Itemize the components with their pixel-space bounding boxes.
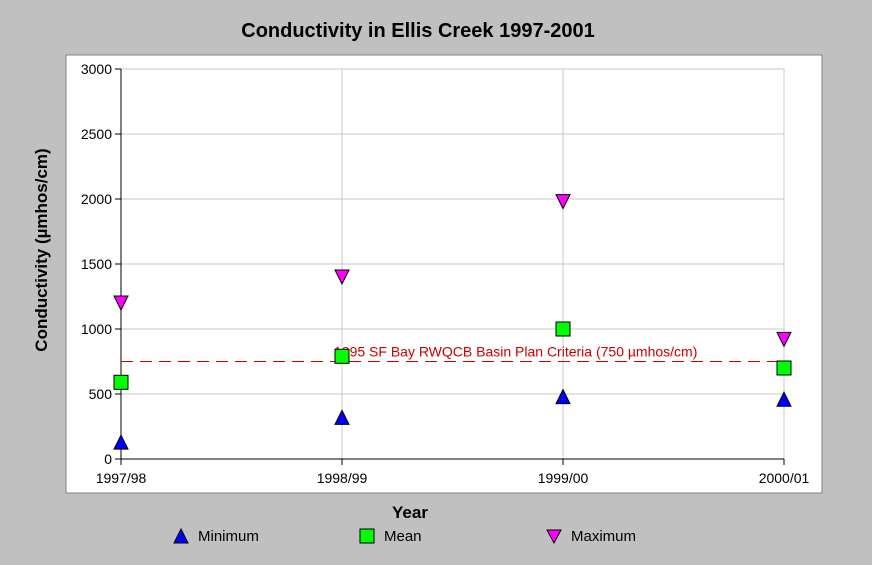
x-tick-label: 1999/00 bbox=[538, 470, 589, 486]
maximum-marker bbox=[113, 295, 129, 312]
y-tick-label: 2500 bbox=[81, 126, 112, 142]
maximum-marker bbox=[334, 269, 350, 286]
triangle-up-icon bbox=[173, 527, 189, 544]
x-tick-label: 2000/01 bbox=[759, 470, 810, 486]
mean-marker bbox=[113, 374, 129, 390]
x-tick-label: 1997/98 bbox=[96, 470, 147, 486]
y-tick-label: 3000 bbox=[81, 61, 112, 77]
x-axis-label: Year bbox=[392, 503, 428, 522]
minimum-marker bbox=[334, 409, 350, 425]
legend-item-mean: Mean bbox=[358, 524, 422, 548]
plot-background bbox=[65, 54, 823, 494]
mean-marker bbox=[555, 321, 571, 337]
y-tick-label: 1500 bbox=[81, 256, 112, 272]
chart-title: Conductivity in Ellis Creek 1997-2001 bbox=[241, 20, 595, 42]
square-icon bbox=[359, 528, 375, 544]
x-tick-label: 1998/99 bbox=[317, 470, 368, 486]
legend-label-maximum: Maximum bbox=[571, 527, 637, 545]
maximum-marker bbox=[776, 331, 792, 348]
maximum-marker bbox=[555, 194, 571, 210]
minimum-marker bbox=[555, 388, 571, 405]
minimum-marker bbox=[776, 391, 792, 407]
minimum-marker bbox=[113, 433, 129, 450]
legend-label-mean: Mean bbox=[384, 527, 422, 545]
y-tick-label: 2000 bbox=[81, 191, 112, 207]
reference-line-label: 1995 SF Bay RWQCB Basin Plan Criteria (7… bbox=[334, 344, 697, 360]
y-tick-label: 500 bbox=[89, 386, 113, 402]
y-tick-label: 0 bbox=[104, 451, 112, 467]
mean-marker bbox=[776, 360, 792, 376]
triangle-down-icon bbox=[546, 529, 562, 545]
mean-marker bbox=[334, 348, 350, 364]
legend-item-maximum: Maximum bbox=[545, 524, 636, 548]
y-tick-label: 1000 bbox=[81, 321, 112, 337]
legend: Minimum Mean Maximum bbox=[0, 524, 872, 550]
legend-item-minimum: Minimum bbox=[172, 524, 259, 548]
legend-label-minimum: Minimum bbox=[198, 527, 259, 545]
